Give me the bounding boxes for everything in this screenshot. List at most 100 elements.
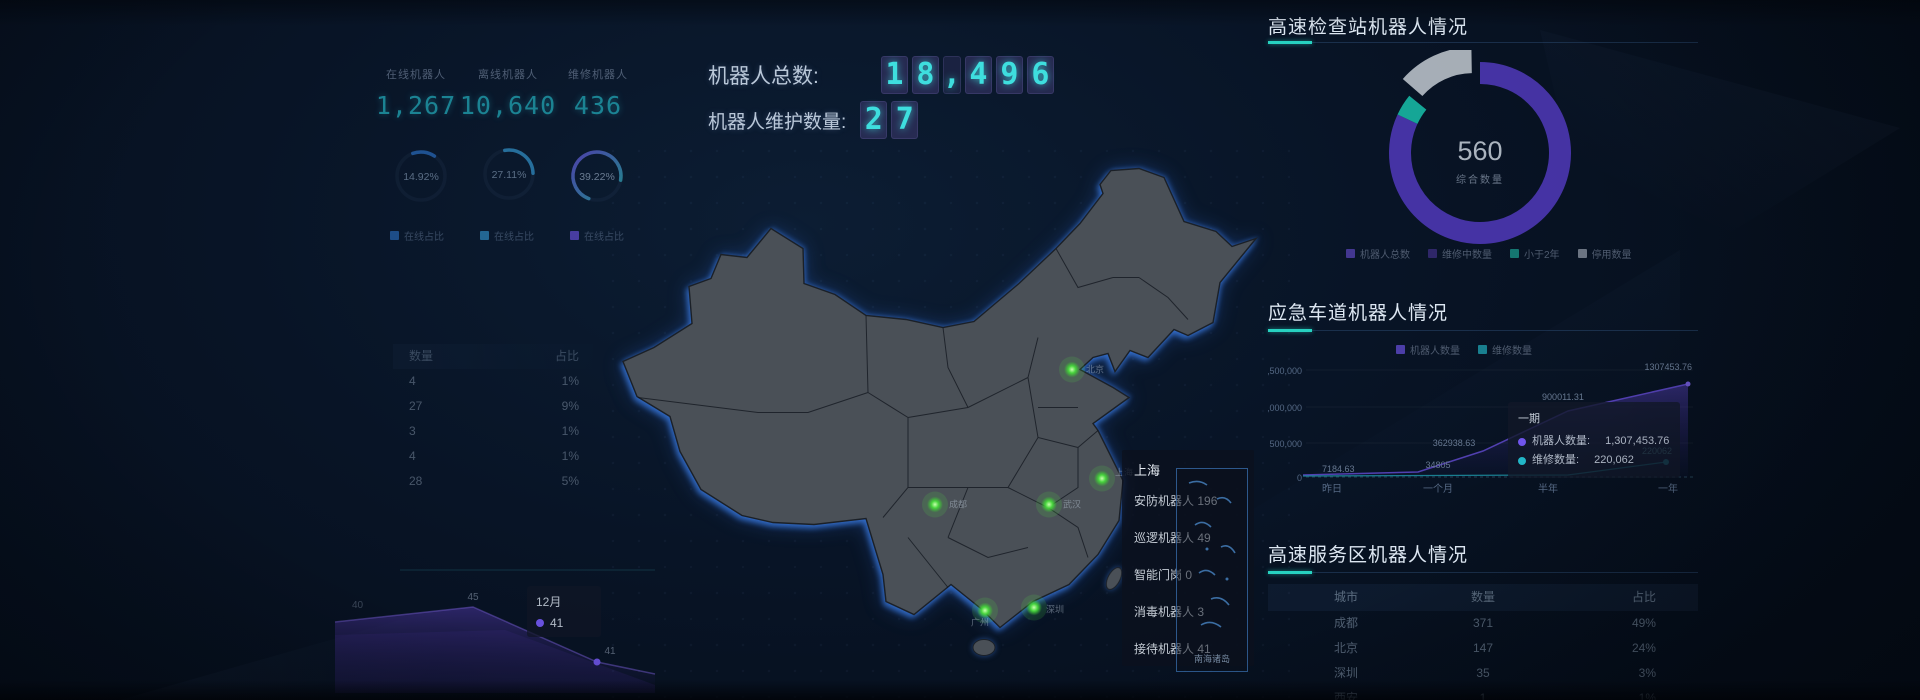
maintenance-robots-label: 机器人维护数量: bbox=[708, 111, 847, 133]
legend-label: 停用数量 bbox=[1591, 250, 1632, 261]
y-tick: 500,000 bbox=[1269, 439, 1302, 449]
stat-value: 1,267 bbox=[375, 91, 457, 120]
table-row: 西安 1 1% bbox=[1268, 686, 1698, 700]
stat-label: 在线机器人 bbox=[386, 69, 446, 81]
service-panel-title: 高速服务区机器人情况 bbox=[1268, 545, 1469, 566]
series-dot bbox=[1518, 437, 1526, 446]
legend-item[interactable]: 维修中数量 bbox=[1428, 246, 1492, 261]
robot-type: 智能门岗 bbox=[1134, 568, 1183, 582]
stat-value: 10,640 bbox=[459, 91, 557, 120]
cell-quantity: 371 bbox=[1472, 616, 1493, 630]
donut-legend: 机器人总数 维修中数量 小于2年 停用数量 bbox=[1346, 246, 1632, 261]
legend-swatch bbox=[570, 231, 579, 240]
legend-item[interactable]: 小于2年 bbox=[1510, 246, 1560, 261]
background-shape bbox=[1540, 30, 1900, 310]
legend-label: 维修数量 bbox=[1492, 346, 1532, 357]
table-row: 深圳 35 3% bbox=[1268, 661, 1698, 686]
cell: 1% bbox=[561, 374, 579, 388]
cell: 5% bbox=[561, 474, 579, 488]
south-china-sea-inset: 南海诸岛 bbox=[1176, 468, 1248, 672]
point-label: 362938.63 bbox=[1433, 438, 1476, 448]
col-quantity: 数量 bbox=[1470, 590, 1495, 604]
col-quantity: 数量 bbox=[409, 349, 434, 363]
legend-swatch bbox=[1478, 345, 1487, 354]
mini-axis-label: 40 bbox=[352, 600, 364, 611]
legend-label: 在线占比 bbox=[494, 232, 534, 243]
stat-label: 离线机器人 bbox=[478, 69, 538, 81]
cell-ratio: 3% bbox=[1638, 666, 1656, 680]
underline-accent bbox=[1268, 329, 1312, 332]
gauge-legend-2[interactable]: 在线占比 bbox=[480, 228, 534, 243]
legend-swatch bbox=[1428, 249, 1437, 258]
x-tick: 一年 bbox=[1658, 482, 1678, 495]
table-row: 27 9% bbox=[393, 394, 593, 419]
city-label: 成都 bbox=[949, 499, 967, 510]
table-row: 4 1% bbox=[393, 369, 593, 394]
cell: 1% bbox=[561, 449, 579, 463]
inset-label: 南海诸岛 bbox=[1193, 654, 1230, 664]
total-robots-label: 机器人总数: bbox=[708, 65, 819, 88]
tooltip-title: 12月 bbox=[536, 595, 562, 609]
cell-ratio: 24% bbox=[1631, 641, 1656, 655]
series-name: 机器人数量: bbox=[1532, 435, 1591, 447]
underline-accent bbox=[1268, 41, 1312, 44]
map-marker-shenzhen[interactable]: 深圳 bbox=[1021, 594, 1064, 621]
cell-city: 西安 bbox=[1334, 691, 1359, 700]
gauge-legend-1[interactable]: 在线占比 bbox=[390, 228, 444, 243]
legend-label: 维修中数量 bbox=[1442, 250, 1492, 261]
cell-city: 深圳 bbox=[1334, 666, 1359, 680]
table-header: 城市 数量 占比 bbox=[1268, 584, 1698, 611]
series-dot bbox=[536, 619, 544, 627]
legend-item[interactable]: 机器人总数 bbox=[1346, 246, 1410, 261]
col-ratio: 占比 bbox=[1631, 590, 1656, 604]
legend-swatch bbox=[1396, 345, 1405, 354]
cell: 1% bbox=[561, 424, 579, 438]
y-tick: 1,500,000 bbox=[1268, 366, 1302, 376]
tooltip-value: 41 bbox=[550, 616, 564, 630]
cell-quantity: 1 bbox=[1479, 691, 1487, 700]
emergency-chart-tooltip: 一期 机器人数量: 1,307,453.76 维修数量: 220,062 bbox=[1508, 402, 1680, 478]
title-underline bbox=[1268, 329, 1698, 332]
underline-accent bbox=[1268, 571, 1312, 574]
legend-item[interactable]: 停用数量 bbox=[1577, 246, 1632, 261]
cell-city: 成都 bbox=[1334, 616, 1359, 630]
cell-city: 北京 bbox=[1334, 641, 1359, 655]
cell-ratio: 49% bbox=[1631, 616, 1656, 630]
point-label: 900011.31 bbox=[1542, 392, 1584, 402]
city-label: 北京 bbox=[1086, 364, 1104, 375]
legend-item[interactable]: 机器人数量 bbox=[1396, 342, 1460, 357]
emergency-legend: 机器人数量 维修数量 bbox=[1396, 342, 1532, 357]
stat-value: 436 bbox=[573, 91, 623, 120]
cell-quantity: 147 bbox=[1472, 641, 1493, 655]
left-data-table: 数量 占比 4 1% 27 9% 3 1% 4 1% 28 5% bbox=[393, 344, 593, 494]
stat-offline-robots: 离线机器人 10,640 bbox=[458, 66, 558, 120]
y-tick: 1,000,000 bbox=[1268, 403, 1302, 413]
table-row: 北京 147 24% bbox=[1268, 636, 1698, 661]
x-tick: 半年 bbox=[1538, 482, 1558, 495]
donut-center-label: 综合数量 bbox=[1456, 175, 1504, 186]
table-header: 数量 占比 bbox=[393, 344, 593, 369]
point-label: 34805 bbox=[1425, 460, 1450, 470]
series-name: 维修数量: bbox=[1532, 454, 1580, 466]
legend-swatch bbox=[1346, 249, 1355, 258]
legend-label: 小于2年 bbox=[1524, 250, 1560, 261]
tooltip-title: 一期 bbox=[1518, 413, 1540, 425]
y-tick: 0 bbox=[1297, 473, 1302, 483]
legend-item[interactable]: 维修数量 bbox=[1478, 342, 1532, 357]
legend-swatch bbox=[480, 231, 489, 240]
stat-label: 维修机器人 bbox=[568, 69, 628, 81]
series-value: 1,307,453.76 bbox=[1605, 435, 1670, 447]
mini-chart-tooltip: 12月 41 bbox=[527, 586, 601, 637]
legend-swatch bbox=[1577, 249, 1587, 258]
cell: 4 bbox=[409, 374, 416, 388]
city-label: 武汉 bbox=[1063, 499, 1081, 510]
gauge-chart-2: 27.11% bbox=[474, 141, 544, 211]
gauge-value: 27.11% bbox=[492, 169, 527, 181]
series-dot bbox=[1518, 456, 1526, 465]
point-label: 7184.63 bbox=[1322, 464, 1355, 474]
table-row: 3 1% bbox=[393, 419, 593, 444]
legend-label: 机器人数量 bbox=[1410, 346, 1460, 357]
